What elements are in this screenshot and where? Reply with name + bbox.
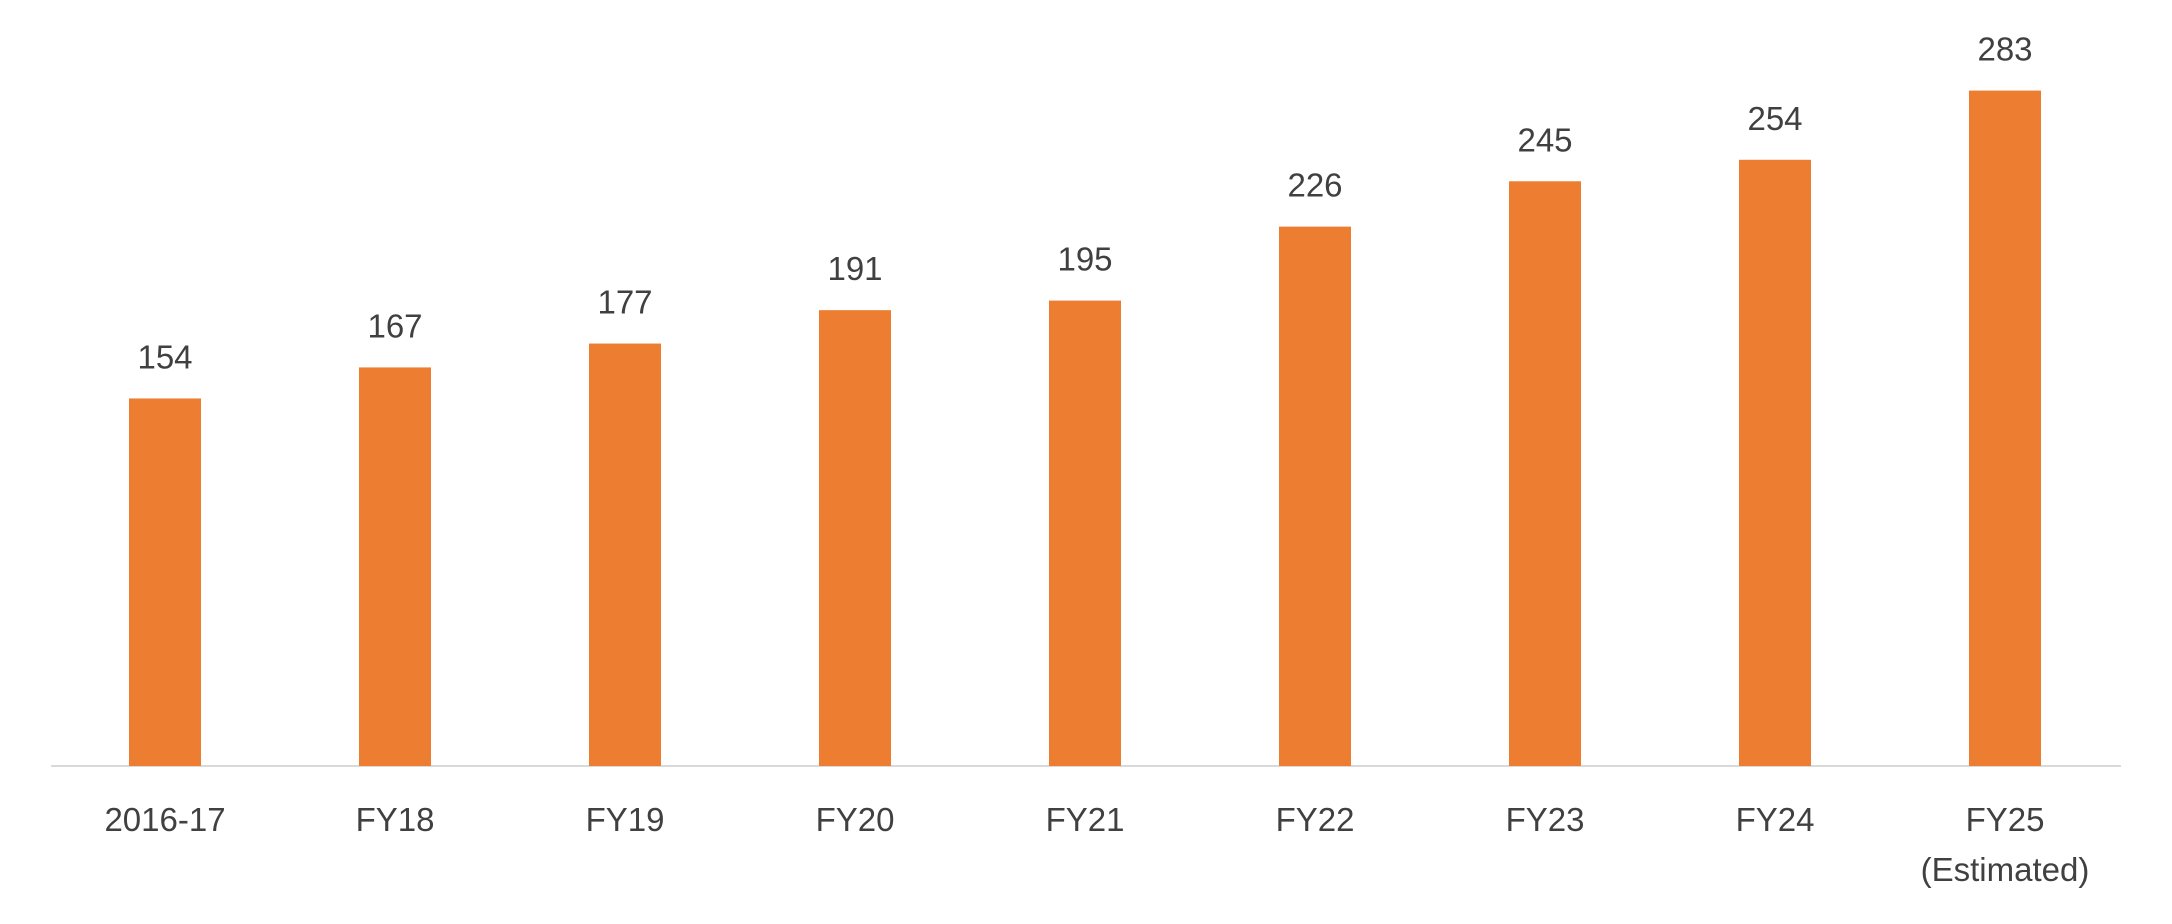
bar bbox=[1279, 226, 1351, 766]
x-tick-label: FY24 bbox=[1735, 801, 1815, 838]
x-tick-label: FY18 bbox=[355, 801, 435, 838]
x-tick-label: FY21 bbox=[1045, 801, 1125, 838]
bar bbox=[1739, 159, 1811, 766]
bar bbox=[819, 310, 891, 766]
x-tick-label: FY23 bbox=[1505, 801, 1585, 838]
data-label: 195 bbox=[1057, 241, 1112, 278]
data-label: 254 bbox=[1747, 100, 1802, 137]
bar bbox=[1969, 90, 2041, 766]
data-label: 283 bbox=[1977, 31, 2032, 68]
bar bbox=[589, 343, 661, 766]
bar bbox=[1509, 181, 1581, 766]
data-label: 191 bbox=[827, 250, 882, 287]
data-label: 177 bbox=[597, 284, 652, 321]
x-tick-label: FY19 bbox=[585, 801, 665, 838]
data-label: 154 bbox=[137, 338, 192, 375]
x-tick-label: FY22 bbox=[1275, 801, 1355, 838]
bar bbox=[1049, 300, 1121, 766]
x-tick-label: FY25 (Estimated) bbox=[1920, 801, 2090, 888]
x-tick-label: FY20 bbox=[815, 801, 895, 838]
data-label: 245 bbox=[1517, 121, 1572, 158]
x-tick-label: 2016-17 bbox=[104, 801, 226, 838]
bar bbox=[359, 367, 431, 766]
bar bbox=[129, 398, 201, 766]
data-label: 167 bbox=[367, 307, 422, 344]
data-label: 226 bbox=[1287, 167, 1342, 204]
